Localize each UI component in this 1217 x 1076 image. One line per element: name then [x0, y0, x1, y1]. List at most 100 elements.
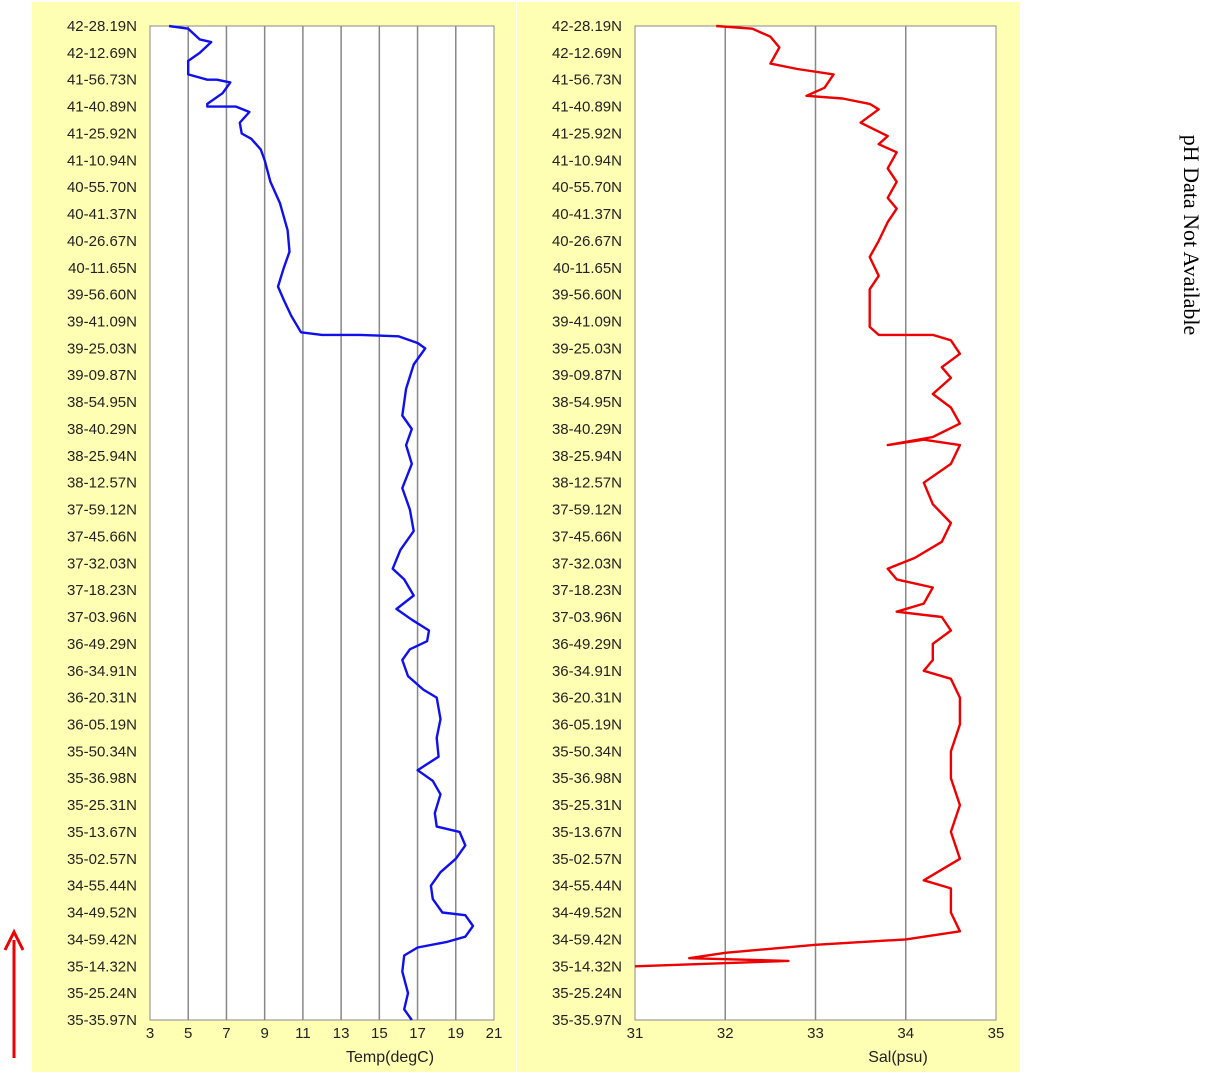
- salinity-latitude-label: 38-40.29N: [552, 421, 622, 438]
- salinity-latitude-label: 35-25.24N: [552, 985, 622, 1002]
- salinity-latitude-label: 40-41.37N: [552, 206, 622, 223]
- salinity-latitude-label: 37-03.96N: [552, 609, 622, 626]
- temperature-latitude-label: 38-25.94N: [67, 448, 137, 465]
- temperature-x-tick-label: 5: [184, 1025, 192, 1042]
- temperature-x-tick-label: 3: [146, 1025, 154, 1042]
- salinity-latitude-label: 36-20.31N: [552, 690, 622, 707]
- temperature-x-tick-label: 17: [409, 1025, 426, 1042]
- temperature-latitude-label: 40-41.37N: [67, 206, 137, 223]
- salinity-x-tick-label: 31: [627, 1025, 644, 1042]
- salinity-latitude-label: 34-49.52N: [552, 905, 622, 922]
- salinity-latitude-label: 39-56.60N: [552, 287, 622, 304]
- temperature-latitude-label: 35-02.57N: [67, 851, 137, 868]
- temperature-x-tick-labels: 3 5 7 9 11 13 15 17 19 21: [146, 1025, 503, 1042]
- salinity-latitude-label: 35-36.98N: [552, 770, 622, 787]
- temperature-plot-area: [149, 25, 495, 1021]
- salinity-x-axis-title: Sal(psu): [868, 1049, 928, 1066]
- salinity-gridlines: [724, 26, 907, 1020]
- salinity-latitude-label: 41-56.73N: [552, 72, 622, 89]
- temperature-latitude-label: 35-14.32N: [67, 958, 137, 975]
- temperature-latitude-label: 41-40.89N: [67, 99, 137, 116]
- salinity-latitude-label: 37-45.66N: [552, 528, 622, 545]
- temperature-x-tick-label: 13: [333, 1025, 350, 1042]
- salinity-latitude-label: 41-40.89N: [552, 99, 622, 116]
- temperature-x-tick-label: 9: [260, 1025, 268, 1042]
- salinity-latitude-label: 34-55.44N: [552, 878, 622, 895]
- salinity-latitude-label: 40-26.67N: [552, 233, 622, 250]
- temperature-latitude-label: 39-56.60N: [67, 287, 137, 304]
- temperature-latitude-label: 35-50.34N: [67, 743, 137, 760]
- salinity-panel: 42-28.19N 42-12.69N 41-56.73N 41-40.89N 41-2…: [517, 2, 1020, 1072]
- temperature-latitude-label: 39-41.09N: [67, 314, 137, 331]
- salinity-latitude-label: 37-32.03N: [552, 555, 622, 572]
- temperature-latitude-label: 37-45.66N: [67, 528, 137, 545]
- salinity-latitude-label: 38-12.57N: [552, 475, 622, 492]
- temperature-latitude-label: 34-59.42N: [67, 931, 137, 948]
- salinity-latitude-label: 36-49.29N: [552, 636, 622, 653]
- temperature-latitude-label: 41-25.92N: [67, 125, 137, 142]
- temperature-latitude-label: 38-40.29N: [67, 421, 137, 438]
- temperature-latitude-label: 36-20.31N: [67, 690, 137, 707]
- salinity-latitude-label: 35-02.57N: [552, 851, 622, 868]
- temperature-latitude-label: 36-05.19N: [67, 716, 137, 733]
- salinity-x-tick-label: 33: [807, 1025, 824, 1042]
- salinity-latitude-label: 38-25.94N: [552, 448, 622, 465]
- ph-unavailable-note: pH Data Not Available: [1176, 134, 1206, 336]
- temperature-x-tick-label: 21: [486, 1025, 503, 1042]
- salinity-latitude-label: 35-14.32N: [552, 958, 622, 975]
- salinity-line: [634, 24, 962, 968]
- salinity-latitude-label: 37-18.23N: [552, 582, 622, 599]
- salinity-latitude-label: 41-10.94N: [552, 152, 622, 169]
- temperature-latitude-label: 40-55.70N: [67, 179, 137, 196]
- temperature-latitude-label: 36-34.91N: [67, 663, 137, 680]
- salinity-latitude-label: 39-41.09N: [552, 314, 622, 331]
- temperature-latitude-label: 37-03.96N: [67, 609, 137, 626]
- temperature-panel: 42-28.19N 42-12.69N 41-56.73N 41-40.89N 41-2…: [32, 2, 516, 1072]
- temperature-latitude-label: 38-54.95N: [67, 394, 137, 411]
- temperature-latitude-label: 39-09.87N: [67, 367, 137, 384]
- salinity-latitude-label: 35-35.97N: [552, 1012, 622, 1029]
- salinity-latitude-label: 35-13.67N: [552, 824, 622, 841]
- direction-arrow-icon: [3, 928, 25, 1058]
- temperature-x-tick-label: 7: [222, 1025, 230, 1042]
- ph-unavailable-text: pH Data Not Available: [1179, 134, 1204, 336]
- temperature-latitude-label: 40-26.67N: [67, 233, 137, 250]
- salinity-latitude-label: 41-25.92N: [552, 125, 622, 142]
- temperature-latitude-label: 40-11.65N: [68, 260, 137, 277]
- salinity-latitude-label: 40-11.65N: [553, 260, 622, 277]
- salinity-latitude-label: 40-55.70N: [552, 179, 622, 196]
- temperature-latitude-label: 35-35.97N: [67, 1012, 137, 1029]
- salinity-latitude-labels: 42-28.19N 42-12.69N 41-56.73N 41-40.89N 41-2…: [552, 18, 622, 1029]
- salinity-latitude-label: 36-34.91N: [552, 663, 622, 680]
- temperature-x-tick-label: 11: [295, 1025, 311, 1042]
- temperature-latitude-label: 37-32.03N: [67, 555, 137, 572]
- temperature-latitude-label: 36-49.29N: [67, 636, 137, 653]
- salinity-latitude-label: 35-25.31N: [552, 797, 622, 814]
- temperature-gridlines: [187, 26, 457, 1020]
- temperature-latitude-label: 41-56.73N: [67, 72, 137, 89]
- temperature-latitude-label: 34-55.44N: [67, 878, 137, 895]
- temperature-latitude-label: 35-25.24N: [67, 985, 137, 1002]
- temperature-x-axis-title: Temp(degC): [346, 1049, 434, 1066]
- temperature-latitude-label: 42-28.19N: [67, 18, 137, 35]
- temperature-latitude-label: 35-36.98N: [67, 770, 137, 787]
- temperature-x-tick-label: 15: [371, 1025, 388, 1042]
- temperature-x-tick-label: 19: [447, 1025, 464, 1042]
- salinity-x-tick-label: 35: [988, 1025, 1005, 1042]
- salinity-latitude-label: 42-28.19N: [552, 18, 622, 35]
- temperature-latitude-labels: 42-28.19N 42-12.69N 41-56.73N 41-40.89N 41-2…: [67, 18, 137, 1029]
- temperature-latitude-label: 35-13.67N: [67, 824, 137, 841]
- salinity-x-tick-labels: 31 32 33 34 35: [627, 1025, 1005, 1042]
- salinity-latitude-label: 38-54.95N: [552, 394, 622, 411]
- temperature-line: [168, 24, 475, 1021]
- temperature-latitude-label: 41-10.94N: [67, 152, 137, 169]
- salinity-latitude-label: 39-09.87N: [552, 367, 622, 384]
- salinity-latitude-label: 42-12.69N: [552, 45, 622, 62]
- temperature-latitude-label: 42-12.69N: [67, 45, 137, 62]
- temperature-latitude-label: 34-49.52N: [67, 905, 137, 922]
- temperature-latitude-label: 35-25.31N: [67, 797, 137, 814]
- temperature-latitude-label: 37-18.23N: [67, 582, 137, 599]
- temperature-latitude-label: 38-12.57N: [67, 475, 137, 492]
- salinity-latitude-label: 35-50.34N: [552, 743, 622, 760]
